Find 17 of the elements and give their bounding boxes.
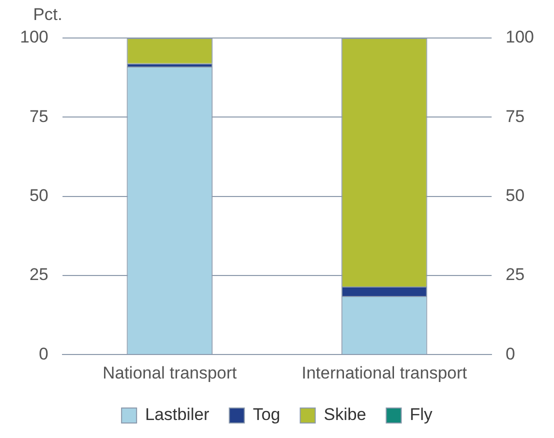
y-axis-title: Pct. bbox=[33, 5, 62, 24]
legend-label: Lastbiler bbox=[145, 405, 210, 424]
legend-label: Skibe bbox=[324, 405, 366, 424]
legend-label: Tog bbox=[252, 405, 280, 424]
y2-tick-label: 50 bbox=[506, 186, 525, 205]
legend-label: Fly bbox=[410, 405, 433, 424]
y2-tick-label: 0 bbox=[506, 344, 516, 364]
y-tick-label: 0 bbox=[38, 344, 48, 364]
x-tick-label: International transport bbox=[302, 363, 468, 382]
y-tick-label: 50 bbox=[29, 186, 48, 205]
y2-tick-label: 25 bbox=[506, 265, 525, 284]
y2-tick-label: 100 bbox=[506, 28, 534, 47]
y2-tick-label: 75 bbox=[506, 106, 525, 126]
y-tick-label: 100 bbox=[20, 28, 48, 47]
x-tick-label: National transport bbox=[102, 363, 238, 382]
y-tick-label: 25 bbox=[29, 265, 48, 284]
y-tick-label: 75 bbox=[29, 106, 48, 126]
